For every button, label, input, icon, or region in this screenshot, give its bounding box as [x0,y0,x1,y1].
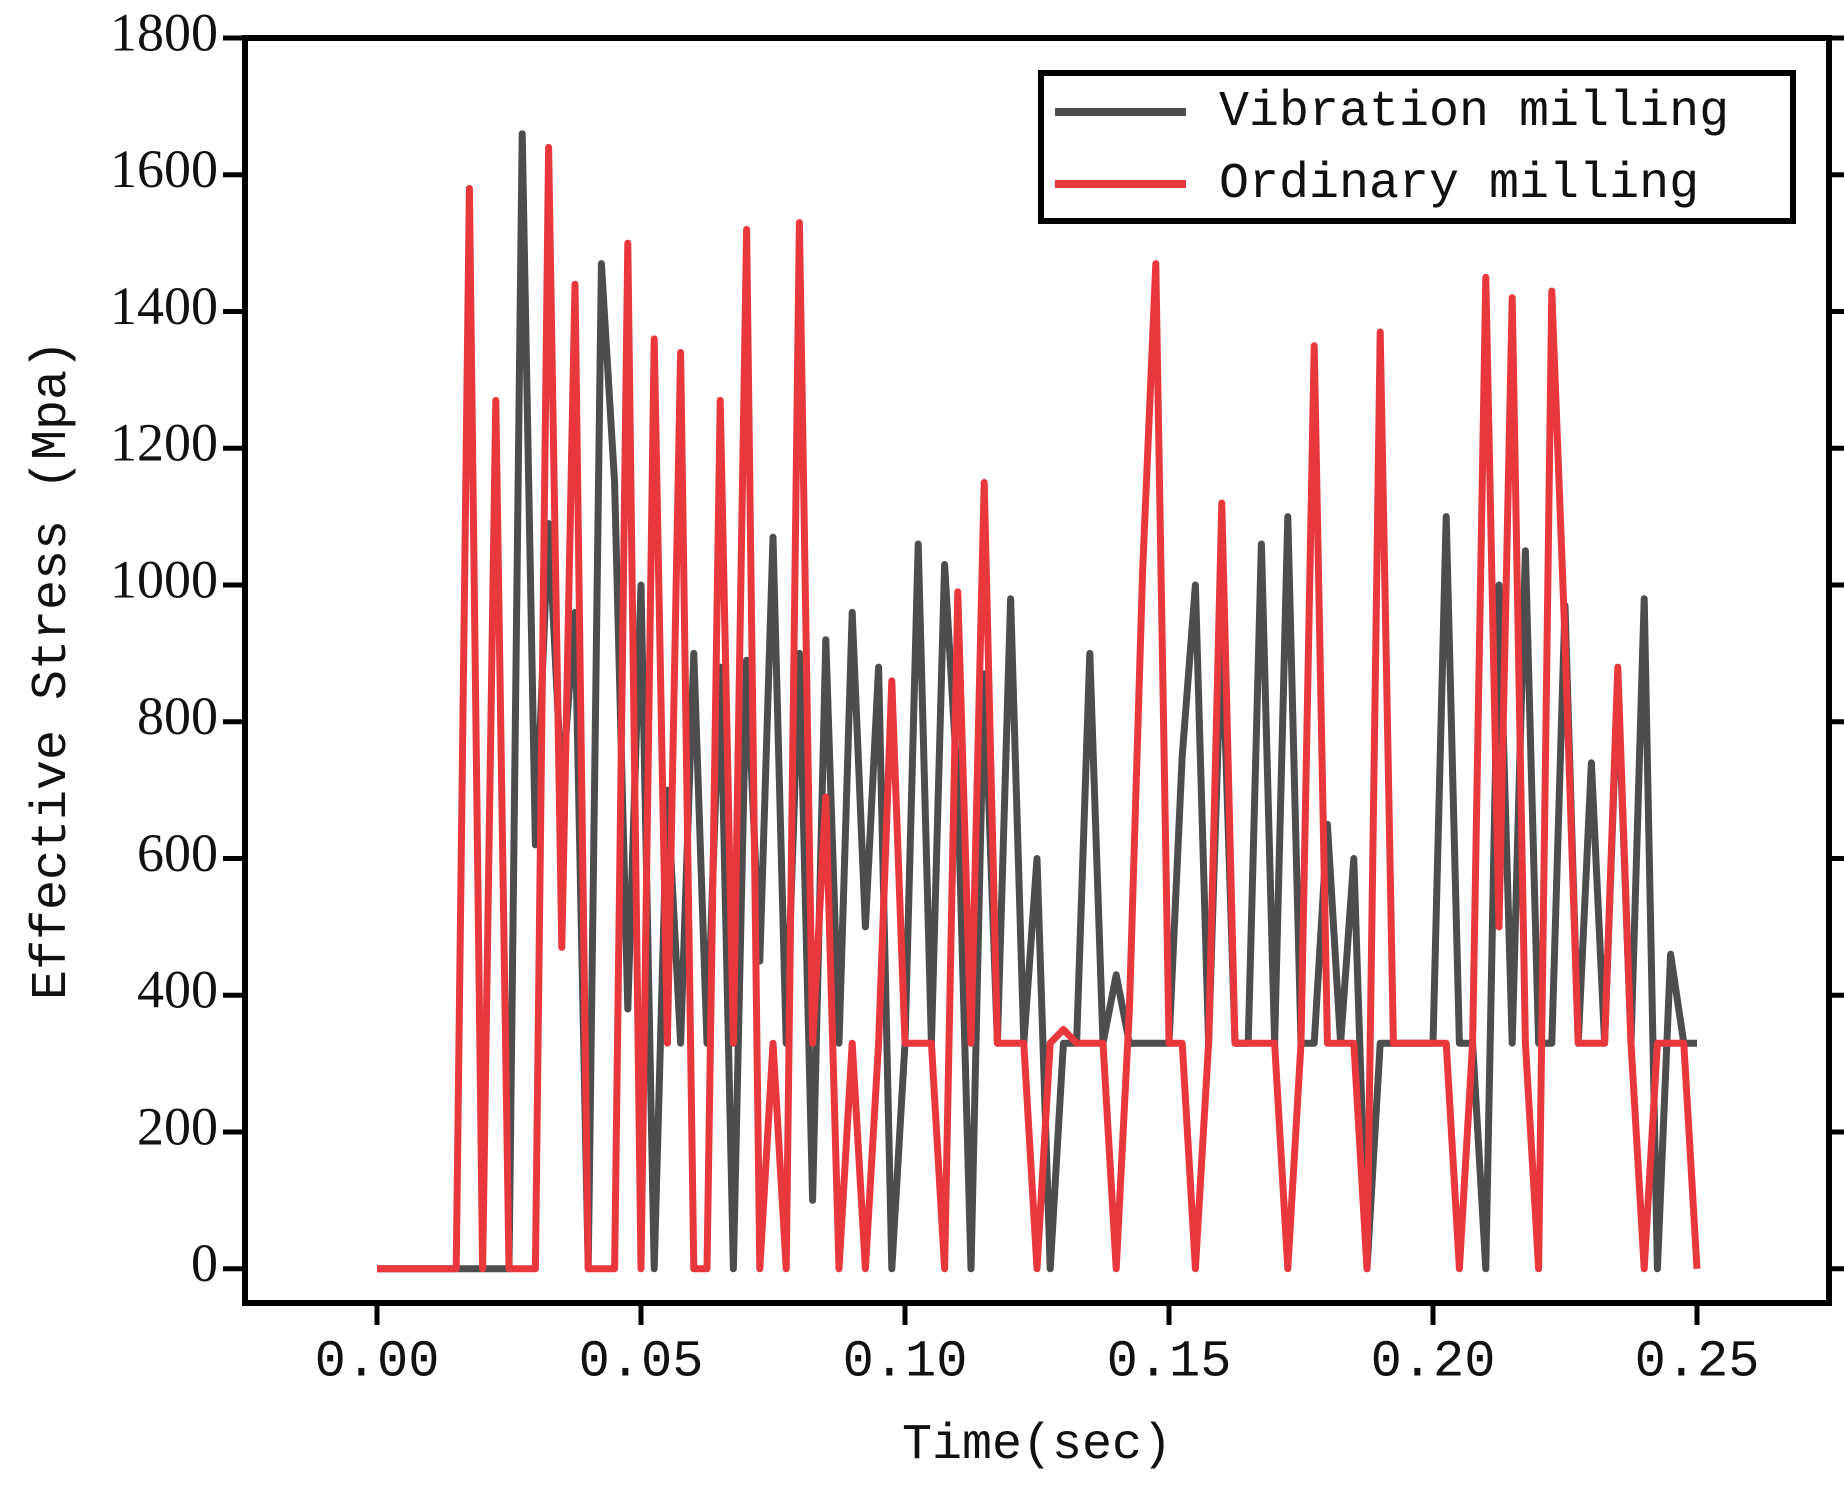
y-tick-label: 400 [137,960,218,1020]
series-line [377,143,1701,1273]
x-tick-label: 0.15 [1107,1333,1232,1392]
x-tick-label: 0.25 [1635,1333,1760,1392]
x-tick-label: 0.20 [1371,1333,1496,1392]
y-tick-label: 600 [137,823,218,883]
x-tick-label: 0.00 [315,1333,440,1392]
y-tick-label: 0 [191,1233,218,1293]
y-tick-label: 1600 [110,139,218,199]
legend-box [1038,70,1796,224]
plot-frame [242,35,1832,1306]
y-tick-label: 800 [137,686,218,746]
y-tick-label: 1800 [110,2,218,62]
x-tick-label: 0.05 [579,1333,704,1392]
legend-label: Vibration milling [1219,84,1729,141]
y-tick-label: 1000 [110,549,218,609]
y-axis-label: Effective Stress (Mpa) [24,340,81,1000]
y-tick-label: 200 [137,1096,218,1156]
y-tick-label: 1200 [110,413,218,473]
x-axis-label: Time(sec) [902,1417,1172,1474]
series-line [377,130,1697,1273]
legend-label: Ordinary milling [1219,156,1699,213]
x-tick-label: 0.10 [843,1333,968,1392]
y-tick-label: 1400 [110,276,218,336]
